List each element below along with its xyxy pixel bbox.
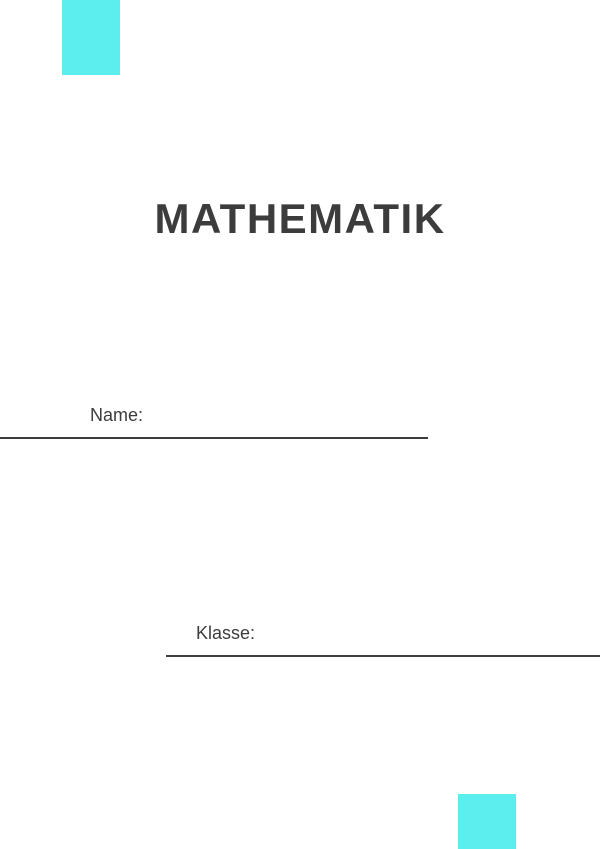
page-title: MATHEMATIK: [0, 195, 600, 243]
name-underline: [0, 437, 428, 439]
klasse-label: Klasse:: [196, 623, 255, 644]
decoration-square-bottom: [458, 794, 516, 849]
klasse-underline: [166, 655, 600, 657]
name-label: Name:: [90, 405, 143, 426]
decoration-square-top: [62, 0, 120, 75]
